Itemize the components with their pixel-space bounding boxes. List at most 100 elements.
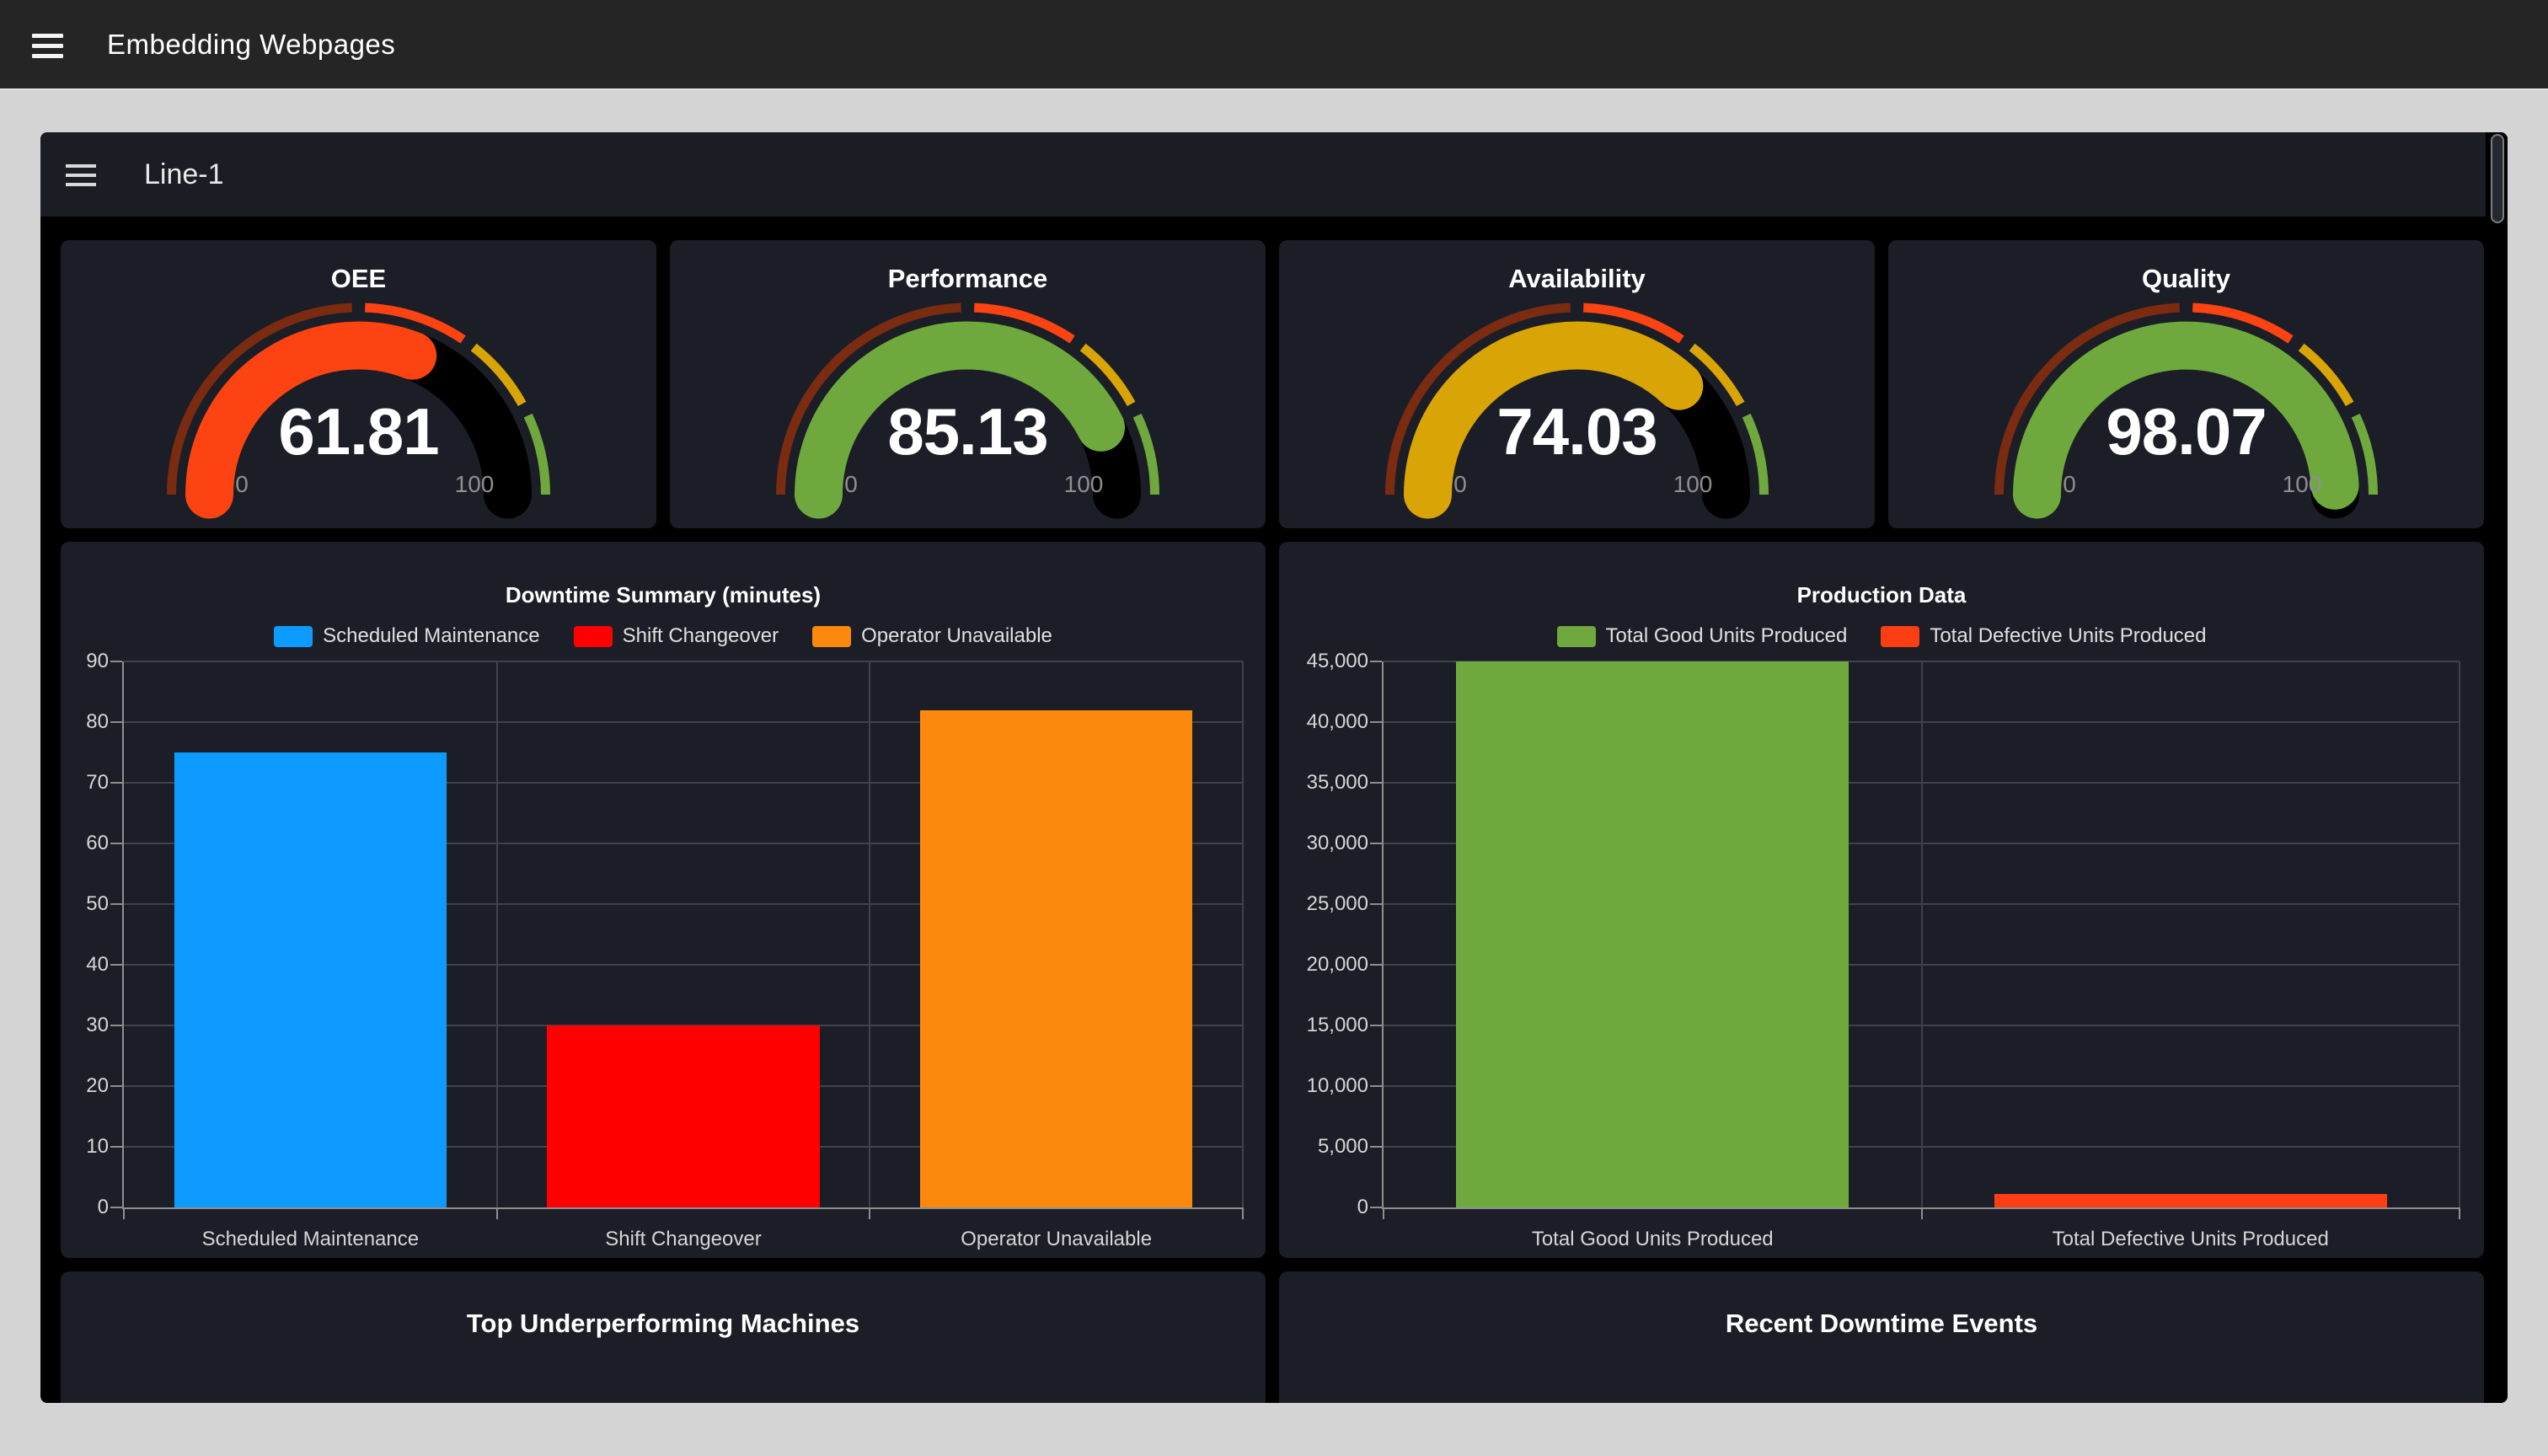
gauge-threshold-arc (470, 343, 527, 407)
h-gridline (124, 903, 1243, 905)
y-axis-tick (1370, 903, 1382, 905)
y-tick-label: 25,000 (1306, 892, 1368, 915)
y-axis-tick (110, 1207, 122, 1208)
gauge-threshold-arc (1583, 302, 1684, 344)
y-tick-label: 10,000 (1306, 1074, 1368, 1097)
y-tick-label: 10 (86, 1135, 109, 1158)
embedded-dashboard: Line-1 OEE 61.81 0 100 Performance 85.13… (40, 132, 2508, 1403)
y-axis-tick (1370, 1146, 1382, 1148)
gauge-value-arc (185, 321, 437, 519)
y-tick-label: 80 (86, 710, 109, 733)
h-gridline (124, 721, 1243, 723)
x-axis-tick (123, 1207, 125, 1219)
legend-item[interactable]: Shift Changeover (573, 624, 779, 648)
x-axis-tick (495, 1207, 498, 1219)
gauge-threshold-arc (1079, 343, 1136, 407)
gauge-title: Performance (887, 264, 1048, 293)
legend-item[interactable]: Scheduled Maintenance (274, 624, 540, 648)
dashboard-title: Line-1 (144, 158, 224, 190)
bar-1 (1994, 1194, 2387, 1207)
dashboard-menu-icon[interactable] (66, 164, 96, 186)
legend-item[interactable]: Operator Unavailable (812, 624, 1052, 648)
gauge-panel-quality: Quality 98.07 0 100 (1888, 240, 2484, 528)
y-axis-tick (110, 843, 122, 844)
gauge-threshold-arc (776, 302, 961, 495)
x-category-label: Shift Changeover (605, 1228, 762, 1250)
gauge-chart (167, 302, 550, 519)
legend-swatch-icon (1881, 625, 1920, 647)
y-axis-tick (110, 721, 122, 723)
x-axis-tick (2459, 1207, 2460, 1219)
gauge-threshold-arc (1742, 413, 1769, 495)
x-axis-tick (1242, 1207, 1244, 1219)
gauge-threshold-arc (1994, 302, 2180, 495)
y-axis-tick (110, 782, 122, 784)
x-category-label: Operator Unavailable (961, 1228, 1153, 1250)
legend-swatch-icon (573, 625, 613, 647)
bar-0 (1456, 661, 1849, 1207)
y-tick-label: 15,000 (1306, 1014, 1368, 1036)
h-gridline (124, 661, 1243, 662)
y-tick-label: 0 (1357, 1196, 1368, 1218)
h-gridline (124, 964, 1243, 966)
gauge-title: Availability (1508, 264, 1646, 293)
y-axis-line (122, 661, 124, 1209)
y-axis-tick (1370, 782, 1382, 784)
v-gridline (495, 661, 498, 1207)
y-tick-label: 30 (86, 1014, 109, 1036)
gauge-threshold-arc (167, 302, 352, 495)
legend-item[interactable]: Total Good Units Produced (1556, 624, 1847, 648)
x-category-label: Scheduled Maintenance (201, 1228, 420, 1250)
gauge-panel-oee: OEE 61.81 0 100 (61, 240, 656, 528)
gauge-threshold-arc (2298, 343, 2354, 407)
h-gridline (124, 843, 1243, 844)
y-tick-label: 20,000 (1306, 953, 1368, 976)
gauge-title: OEE (330, 264, 387, 293)
scrollbar-thumb[interactable] (2491, 134, 2504, 223)
y-axis-tick (1370, 1207, 1382, 1208)
y-axis-line (1382, 661, 1384, 1209)
panel-title: Recent Downtime Events (1725, 1309, 2038, 1338)
y-tick-label: 40,000 (1306, 710, 1368, 733)
gauge-chart (1994, 302, 2378, 519)
dashboard-header: Line-1 (40, 132, 2508, 217)
y-axis-tick (110, 964, 122, 966)
y-axis-tick (110, 903, 122, 905)
y-tick-label: 35,000 (1306, 771, 1368, 794)
gauge-min-label: 0 (844, 471, 858, 497)
bar-0 (174, 752, 447, 1207)
gauge-panel-availability: Availability 74.03 0 100 (1279, 240, 1875, 528)
gauge-max-label: 100 (454, 471, 495, 497)
y-tick-label: 45,000 (1306, 650, 1368, 672)
gauge-value: 61.81 (278, 394, 439, 468)
gauge-threshold-arc (2351, 413, 2378, 495)
y-axis-tick (110, 661, 122, 662)
downtime-summary-panel: Downtime Summary (minutes) Scheduled Mai… (61, 542, 1266, 1258)
gauge-chart (776, 302, 1159, 519)
top-underperforming-machines-panel: Top Underperforming Machines (61, 1271, 1266, 1403)
recent-downtime-events-panel: Recent Downtime Events (1279, 1271, 2484, 1403)
gauge-value: 98.07 (2106, 394, 2267, 468)
y-tick-label: 70 (86, 771, 109, 794)
y-axis-tick (1370, 1085, 1382, 1087)
gauge-max-label: 100 (1673, 471, 1713, 497)
gauge-value: 74.03 (1496, 394, 1657, 468)
production-data-panel: Production Data Total Good Units Produce… (1279, 542, 2484, 1258)
gauge-chart (1385, 302, 1769, 519)
y-tick-label: 90 (86, 650, 109, 672)
menu-icon[interactable] (32, 34, 63, 58)
legend-item[interactable]: Total Defective Units Produced (1881, 624, 2207, 648)
panel-title: Top Underperforming Machines (466, 1309, 860, 1338)
legend-swatch-icon (274, 625, 313, 647)
y-tick-label: 40 (86, 953, 109, 976)
chart-legend: Total Good Units Produced Total Defective… (1279, 624, 2484, 648)
gauge-min-label: 0 (1453, 471, 1467, 497)
x-axis-tick (869, 1207, 871, 1219)
gauge-panel-performance: Performance 85.13 0 100 (670, 240, 1266, 528)
scrollbar-track[interactable] (2486, 132, 2508, 1403)
x-axis-line (124, 1207, 1243, 1209)
v-gridline (1920, 661, 1923, 1207)
x-axis-tick (1383, 1207, 1384, 1219)
y-axis-tick (110, 1146, 122, 1148)
y-axis-tick (1370, 721, 1382, 723)
